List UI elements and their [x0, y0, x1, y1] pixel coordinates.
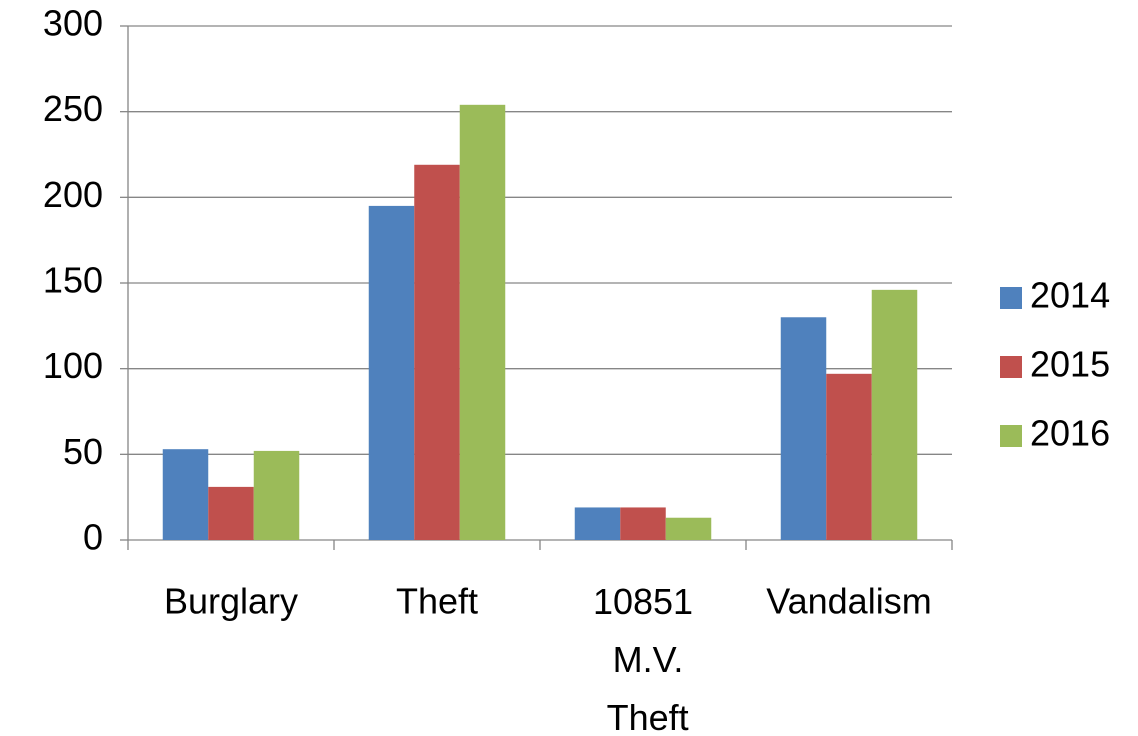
legend-swatch	[1000, 287, 1022, 309]
legend-label: 2015	[1030, 344, 1110, 385]
y-tick-label: 300	[43, 3, 103, 44]
legend-swatch	[1000, 425, 1022, 447]
x-tick-label: 10851 M.V. Theft	[593, 581, 693, 736]
bar	[665, 517, 712, 540]
bar	[574, 507, 621, 540]
legend-swatch	[1000, 356, 1022, 378]
bar	[162, 449, 209, 540]
bar	[414, 164, 460, 540]
x-tick-label: Burglary	[164, 581, 298, 622]
x-tick-label: Theft	[396, 581, 478, 622]
bar	[826, 373, 872, 540]
y-tick-label: 0	[83, 517, 103, 558]
bar	[459, 104, 506, 541]
y-tick-label: 100	[43, 345, 103, 386]
y-tick-label: 50	[63, 431, 103, 472]
y-tick-label: 200	[43, 174, 103, 215]
bar	[208, 486, 254, 540]
x-tick-label: Vandalism	[766, 581, 931, 622]
legend-label: 2016	[1030, 413, 1110, 454]
y-tick-label: 150	[43, 260, 103, 301]
bar	[620, 507, 666, 540]
y-tick-label: 250	[43, 88, 103, 129]
legend-label: 2014	[1030, 275, 1110, 316]
bar	[368, 205, 415, 540]
bar	[780, 317, 827, 540]
bar	[253, 450, 300, 540]
bar	[871, 289, 918, 540]
